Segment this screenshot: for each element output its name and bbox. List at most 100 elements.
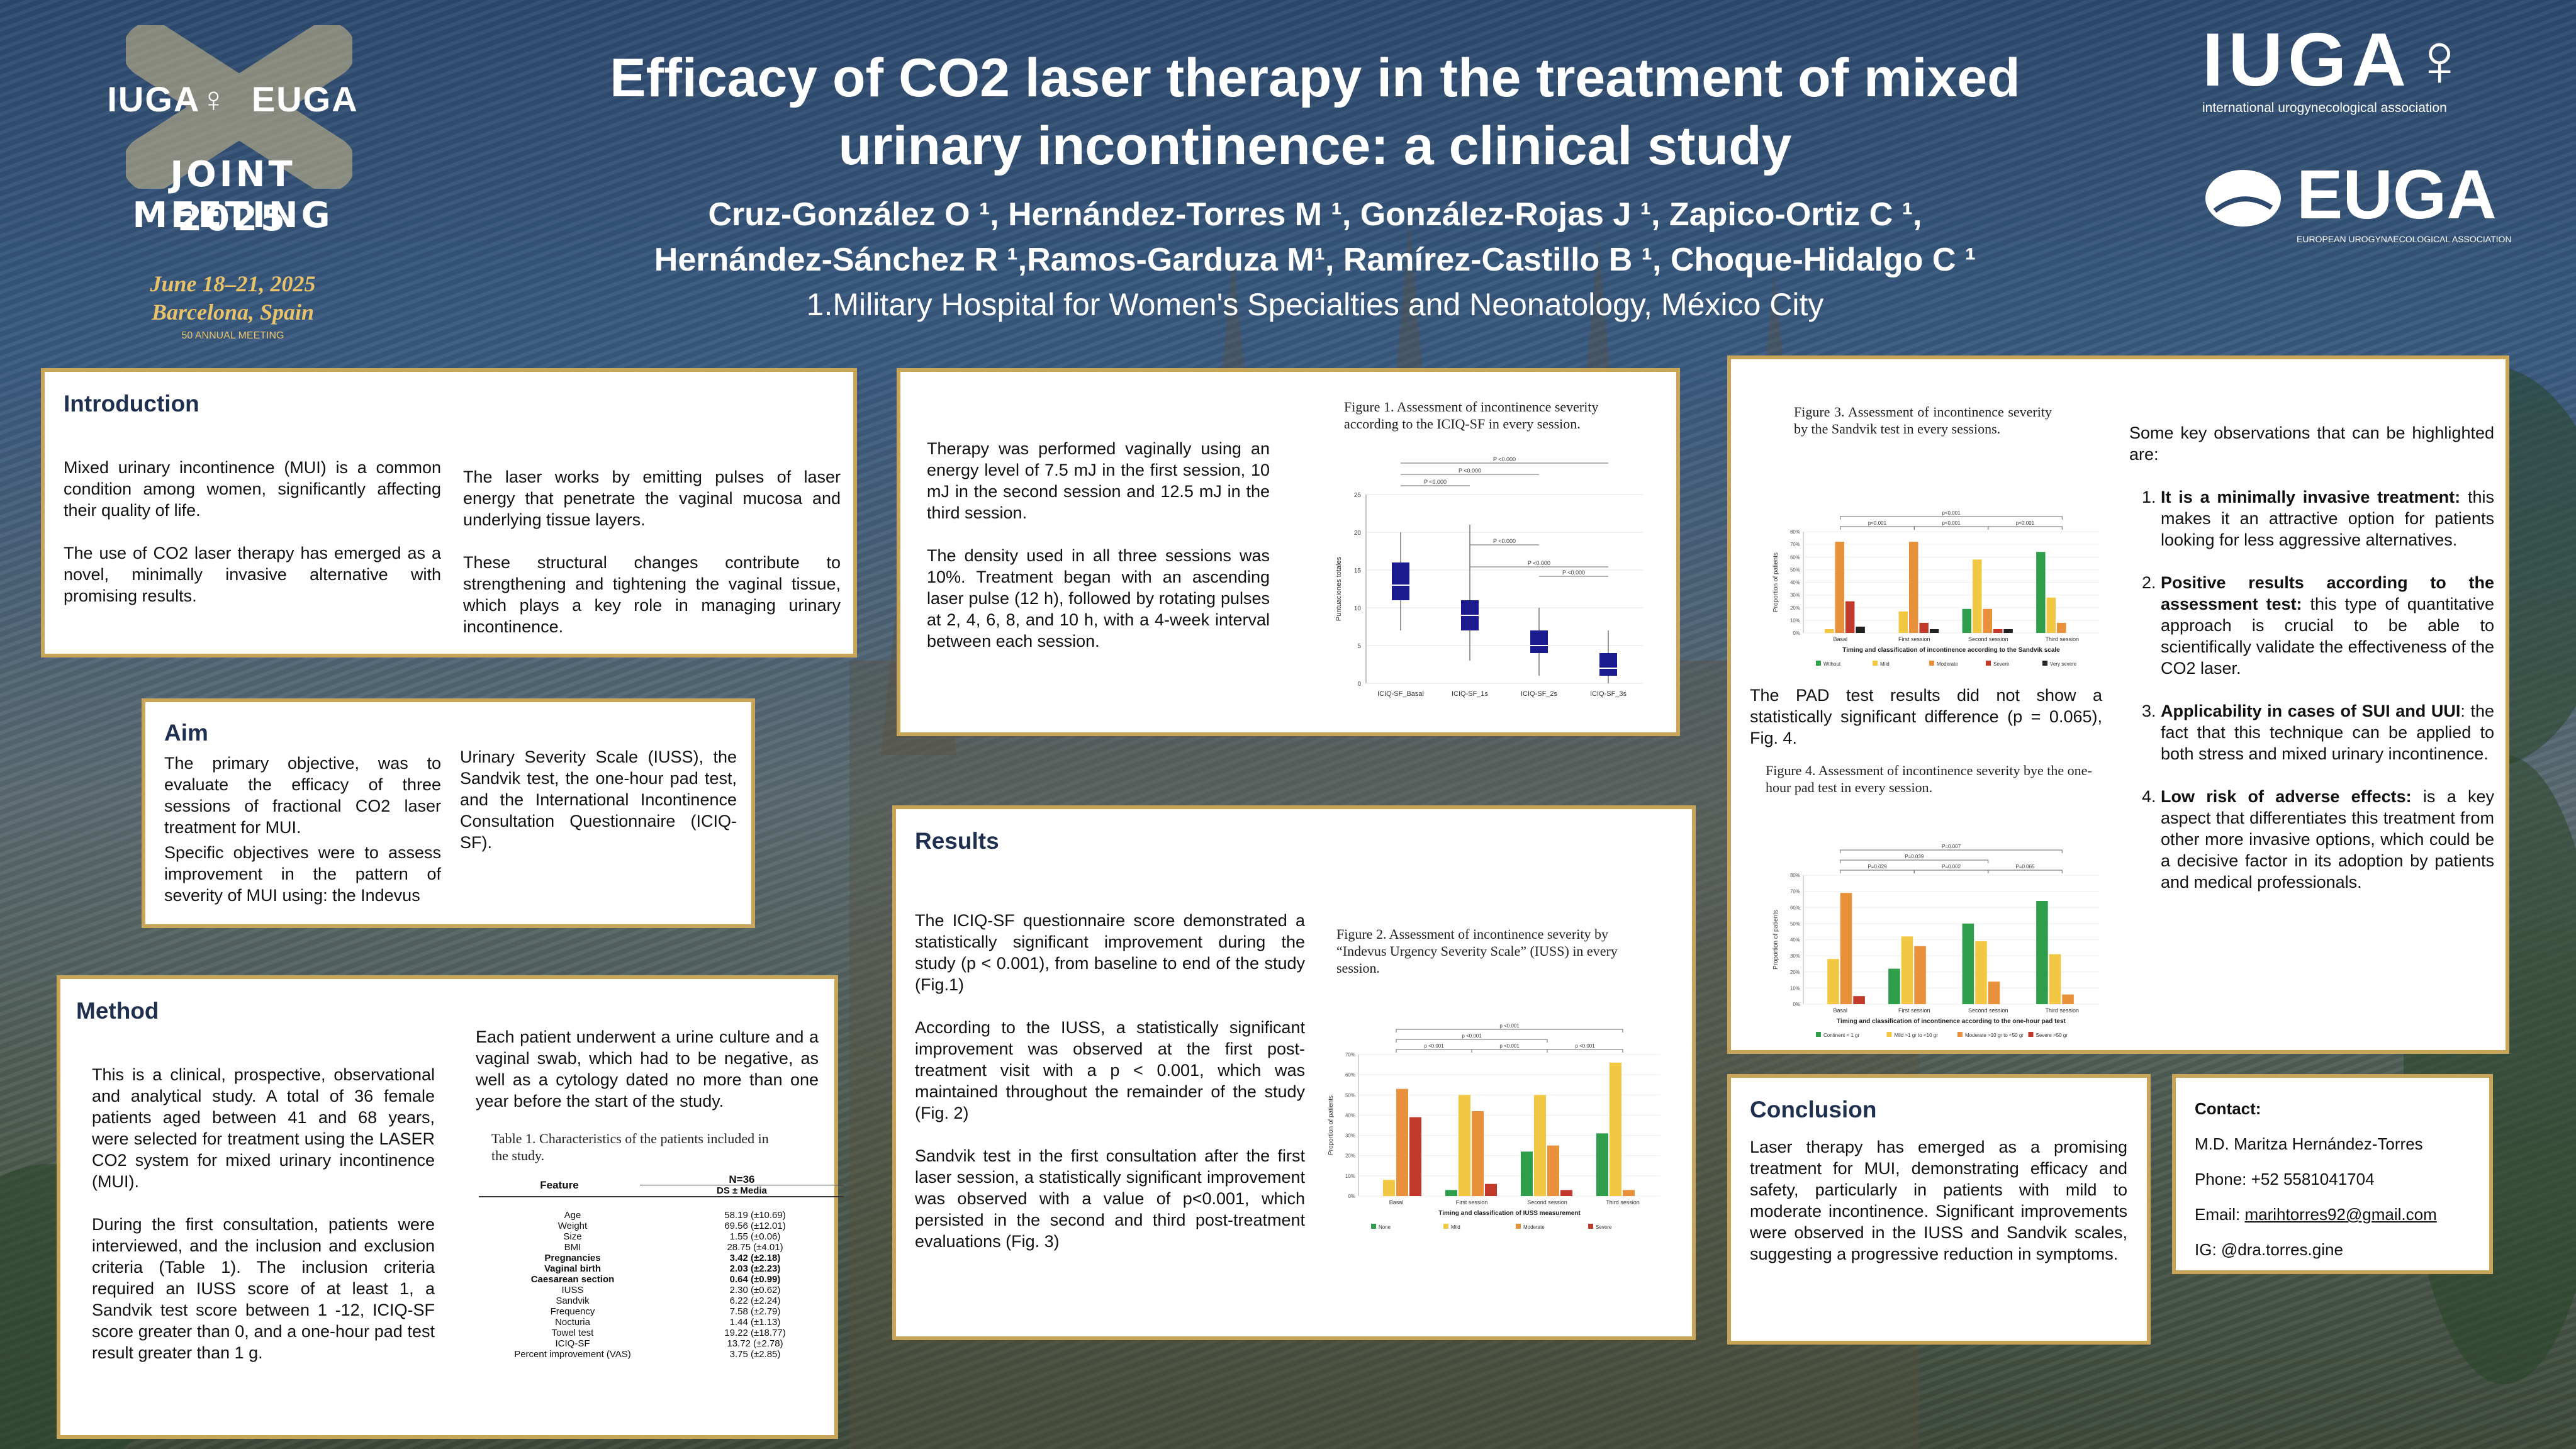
method-panel: Method This is a clinical, prospective, … [57,975,844,1439]
x-tick-label: Third session [1606,1199,1640,1206]
bar [2036,552,2046,633]
x-tick-label: Third session [2045,636,2079,642]
legend-label: Moderate [1523,1224,1545,1230]
table-cell-value: 13.72 (±2.78) [727,1338,783,1349]
table-cell-feature: Age [564,1210,581,1221]
fig1-chart: 0 5 10 15 20 25 Puntuaciones totales ICIQ-SF_Ba… [1335,457,1643,698]
significance-label: P <0.000 [1459,467,1481,474]
legend-label: Severe [1596,1224,1612,1230]
fig4-chart: 0% 10% 20% 30% 40% 50% 60% 70% 80% Proportion of … [1772,844,2099,1038]
table-cell-value: 7.58 (±2.79) [729,1306,781,1317]
contact-phone: Phone: +52 5581041704 [2195,1170,2375,1189]
y-tick-label: 60% [1790,554,1800,560]
introduction-col1: Mixed urinary incontinence (MUI) is a co… [64,457,441,628]
x-axis-label: Timing and classification of incontinenc… [1837,1018,2066,1025]
bar [1560,1190,1572,1196]
aim-col1: The primary objective, was to evaluate t… [164,752,441,927]
y-tick-label: 30% [1790,953,1800,959]
legend-label: Mild [1880,661,1890,667]
y-tick-label: 50% [1345,1092,1355,1098]
legend-label: Severe [1993,661,2010,667]
table-cell-value: 2.30 (±0.62) [729,1285,781,1295]
authors-line2: Hernández-Sánchez R ¹,Ramos-Garduza M¹, … [654,242,1976,278]
legend-label: Mild >1 gr to <10 gr [1895,1032,1939,1038]
table1-body: Age 58.19 (±10.69) Weight 69.56 (±12.01) Siz… [479,1210,844,1360]
bar [1396,1088,1408,1196]
observation-item-text: : the fact that this technique can be ap… [2161,702,2494,763]
y-tick-label: 20% [1345,1153,1355,1159]
bar [1975,941,1987,1004]
table-cell-value: 0.64 (±0.99) [729,1274,781,1285]
bar [1383,1180,1395,1196]
y-tick-label: 40% [1790,580,1800,586]
bar [1547,1145,1559,1196]
x-tick-label: Third session [2045,1007,2079,1014]
method-col1: This is a clinical, prospective, observa… [92,1064,435,1385]
therapy-p2: The density used in all three sessions w… [927,546,1270,651]
y-tick-label: 60% [1345,1072,1355,1078]
y-tick-label: 0 [1357,681,1361,688]
y-tick-label: 15 [1354,568,1362,574]
bar [1610,1062,1621,1196]
significance-bracket [1840,849,2063,853]
method-col2: Each patient underwent a urine culture a… [476,1026,819,1133]
authors: Cruz-González O ¹, Hernández-Torres M ¹,… [491,192,2139,283]
significance-label: p<0.001 [1868,520,1887,526]
legend-swatch [1516,1224,1521,1229]
bar [1623,1190,1635,1196]
legend-swatch [2042,661,2047,666]
legend-label: Mild [1451,1224,1460,1230]
contact-panel: Contact: M.D. Maritza Hernández-Torres P… [2172,1074,2493,1274]
significance-label: P=0.029 [1868,864,1887,870]
significance-label: p <0.001 [1499,1043,1520,1049]
x-axis-label: Timing and classification of IUSS measur… [1438,1210,1581,1217]
table-cell-value: 69.56 (±12.01) [724,1221,786,1231]
legend-label: Severe >50 gr [2036,1032,2068,1038]
meeting-iuga: IUGA♀ [107,79,228,119]
legend-swatch [1588,1224,1593,1229]
table-cell-feature: Vaginal birth [544,1263,601,1274]
meeting-dates: June 18–21, 2025 [150,271,316,296]
results-p3: Sandvik test in the first consultation a… [915,1146,1305,1251]
y-tick-label: 40% [1790,937,1800,943]
bar [1853,996,1865,1004]
table-cell-value: 1.44 (±1.13) [729,1317,781,1328]
introduction-p1: Mixed urinary incontinence (MUI) is a co… [64,458,441,520]
y-tick-label: 70% [1345,1052,1355,1058]
x-tick-label: Second session [1968,636,2008,642]
table-row: Size 1.55 (±0.06) [479,1231,844,1242]
y-tick-label: 10% [1345,1173,1355,1179]
x-tick-label: Second session [1527,1199,1567,1206]
observation-item-title: It is a minimally invasive treatment: [2161,488,2461,506]
significance-bracket [1913,870,1989,873]
bar [1962,608,1972,633]
results-panel: Results The ICIQ-SF questionnaire score … [892,805,1696,1340]
table-cell-value: 3.42 (±2.18) [729,1253,781,1263]
method-p1: This is a clinical, prospective, observa… [92,1065,435,1191]
conclusion-heading: Conclusion [1750,1097,1877,1122]
contact-email-link[interactable]: marihtorres92@gmail.com [2244,1205,2437,1224]
observation-item: It is a minimally invasive treatment: th… [2161,486,2494,551]
y-tick-label: 30% [1345,1133,1355,1139]
bar [1993,629,2003,633]
bar [1827,959,1839,1004]
table-row: Sandvik 6.22 (±2.24) [479,1295,844,1306]
significance-bracket [1913,526,1989,530]
table-row: Towel test 19.22 (±18.77) [479,1328,844,1338]
table-cell-feature: Sandvik [556,1295,590,1306]
y-tick-label: 20% [1790,970,1800,975]
fig2-caption: Figure 2. Assessment of incontinence sev… [1336,926,1618,976]
significance-label: P <0.000 [1562,569,1585,576]
bar [2036,901,2048,1004]
observation-item-title: Applicability in cases of SUI and UUI [2161,702,2461,720]
contact-email-row: Email: marihtorres92@gmail.com [2195,1204,2478,1225]
bar [1929,629,1939,633]
table-cell-feature: Towel test [551,1328,594,1338]
table-cell-feature: BMI [564,1242,581,1253]
observations-text: Some key observations that can be highli… [2129,422,2494,914]
contact-email-label: Email: [2195,1205,2245,1224]
significance-label: p<0.001 [2016,520,2035,526]
table-row: Frequency 7.58 (±2.79) [479,1306,844,1317]
fig1-caption: Figure 1. Assessment of incontinence sev… [1344,399,1599,432]
y-tick-label: 10% [1790,618,1800,624]
